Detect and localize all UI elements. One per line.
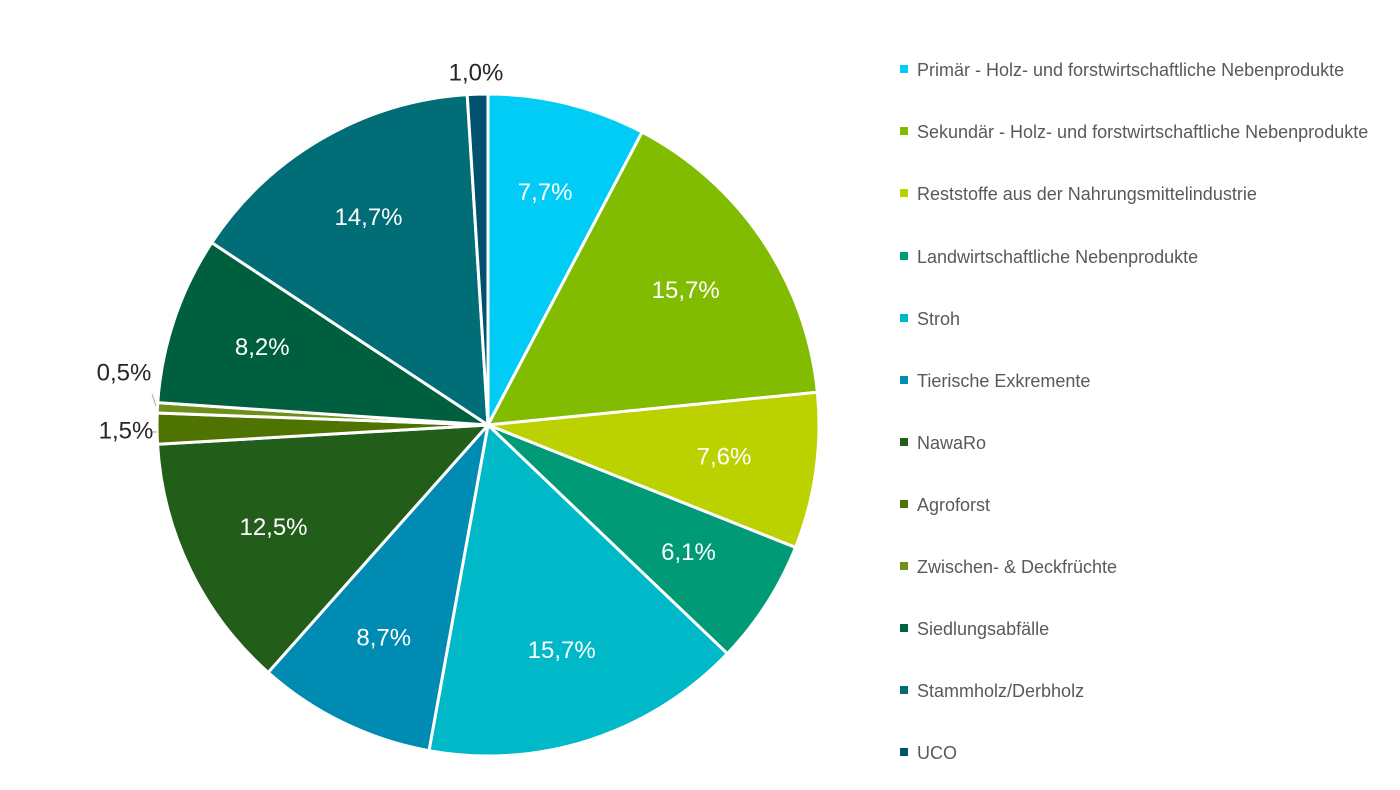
legend-label: Reststoffe aus der Nahrungsmittelindustr… <box>917 184 1257 204</box>
legend-item: Agroforst <box>900 493 1380 518</box>
legend-swatch <box>900 500 908 508</box>
legend-item: Stammholz/Derbholz <box>900 679 1380 704</box>
pie-slice <box>156 423 490 674</box>
pie-slice <box>486 92 644 427</box>
data-label: 14,7% <box>334 204 402 231</box>
legend-label: Stroh <box>917 309 961 329</box>
legend-item: Siedlungsabfälle <box>900 617 1380 642</box>
legend-item: Zwischen- & Deckfrüchte <box>900 555 1380 580</box>
data-label: 12,5% <box>239 514 307 541</box>
pie-slice <box>486 390 821 549</box>
legend-item: UCO <box>900 741 1380 766</box>
legend-label: Stammholz/Derbholz <box>917 681 1085 701</box>
legend-label: Tierische Exkremente <box>917 371 1091 391</box>
data-label: 1,0% <box>449 59 504 86</box>
pie-slice <box>465 92 490 427</box>
data-label: 8,7% <box>356 625 411 652</box>
legend-label: Siedlungsabfälle <box>917 619 1050 639</box>
legend-swatch <box>900 562 908 570</box>
legend-swatch <box>900 376 908 384</box>
legend-swatch <box>900 65 908 73</box>
legend-label: Agroforst <box>917 495 991 515</box>
legend-swatch <box>900 252 908 260</box>
legend-label: NawaRo <box>917 433 987 453</box>
legend-label: Zwischen- & Deckfrüchte <box>917 557 1118 577</box>
leader-line <box>151 393 157 407</box>
legend-item: Primär - Holz- und forstwirtschaftliche … <box>900 58 1380 83</box>
pie-slice <box>210 93 490 427</box>
data-label: 0,5% <box>97 359 152 386</box>
legend-swatch <box>900 686 908 694</box>
pie-slice <box>156 241 490 427</box>
legend-item: Reststoffe aus der Nahrungsmittelindustr… <box>900 182 1380 207</box>
legend-item: Sekundär - Holz- und forstwirtschaftlich… <box>900 120 1380 145</box>
pie-slice <box>427 423 729 758</box>
legend-swatch <box>900 189 908 197</box>
legend-label: Landwirtschaftliche Nebenprodukte <box>917 247 1199 267</box>
pie-slice <box>486 423 798 656</box>
legend-label: Primär - Holz- und forstwirtschaftliche … <box>917 60 1345 80</box>
data-label: 1,5% <box>99 417 154 444</box>
data-label: 15,7% <box>528 637 596 664</box>
data-label: 7,6% <box>697 444 752 471</box>
legend-label: UCO <box>917 743 957 763</box>
legend-swatch <box>900 624 908 632</box>
legend-label: Sekundär - Holz- und forstwirtschaftlich… <box>917 122 1369 142</box>
legend-item: Stroh <box>900 307 1380 332</box>
legend-item: Tierische Exkremente <box>900 369 1380 394</box>
pie-slice <box>266 423 490 753</box>
legend-swatch <box>900 438 908 446</box>
data-label: 6,1% <box>661 539 716 566</box>
pie-slice <box>486 130 819 427</box>
legend-swatch <box>900 748 908 756</box>
legend-swatch <box>900 127 908 135</box>
legend-item: NawaRo <box>900 431 1380 456</box>
data-label: 8,2% <box>235 334 290 361</box>
pie-chart: 7,7% 15,7% 7,6% 6,1% 15,7% 8,7% 12,5% 1,5% 0,5% 8… <box>97 59 821 758</box>
legend-item: Landwirtschaftliche Nebenprodukte <box>900 245 1380 270</box>
data-label: 7,7% <box>518 179 573 206</box>
data-label: 15,7% <box>652 277 720 304</box>
legend-swatch <box>900 314 908 322</box>
